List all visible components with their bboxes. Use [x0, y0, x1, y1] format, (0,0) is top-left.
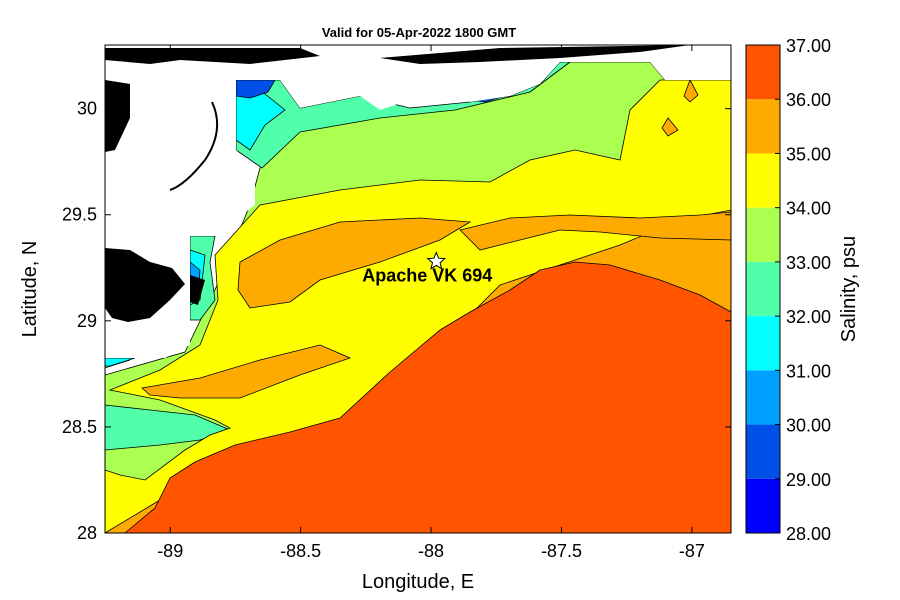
contour-region-35-36-east-1: [683, 79, 699, 103]
colorbar-segment: [746, 261, 780, 317]
annotation-group: Apache VK 694: [362, 251, 492, 285]
contour-region-35-36-east-2: [661, 117, 679, 137]
colorbar-segment: [746, 478, 780, 533]
y-tick-label: 30: [77, 99, 97, 119]
contour-region-35-36-southwest: [141, 344, 352, 399]
y-tick-label: 28.5: [62, 417, 97, 437]
coastline-top-east: [380, 45, 690, 64]
coastline-line: [169, 101, 219, 191]
colorbar-tick-label: 30.00: [786, 416, 831, 436]
x-tick-label: -89: [157, 541, 183, 561]
colorbar-frame: [745, 44, 781, 534]
colorbar-tick-label: 37.00: [786, 36, 831, 56]
y-tick-label: 29.5: [62, 205, 97, 225]
colorbar: 28.00 29.00 30.00 31.00 32.00 33.00 34.00 35.00…: [745, 36, 831, 544]
plot-frame: [104, 44, 732, 534]
chart-title: Valid for 05-Apr-2022 1800 GMT: [322, 25, 516, 40]
coastline-island-2: [190, 275, 205, 305]
x-tick-label: -88.5: [280, 541, 321, 561]
coastline-shape: [105, 248, 185, 322]
contour-region-35-36-channel: [459, 211, 731, 251]
colorbar-segment: [746, 207, 780, 262]
y-tick-label: 28: [77, 523, 97, 543]
colorbar-tick-label: 28.00: [786, 524, 831, 544]
x-tick-label: -88: [418, 541, 444, 561]
colorbar-tick-label: 31.00: [786, 361, 831, 381]
star-marker: [426, 251, 447, 270]
colorbar-label: Salinity, psu: [838, 236, 860, 342]
colorbar-segment: [746, 99, 780, 154]
contour-plot-area: [105, 45, 731, 533]
contour-region-35-36-center: [237, 217, 472, 309]
coastline-top: [105, 48, 320, 64]
y-axis-label: Latitude, N: [19, 241, 41, 338]
colorbar-segment: [746, 45, 780, 100]
coastline-island-1: [105, 80, 130, 152]
colorbar-segment: [746, 424, 780, 479]
colorbar-tick-label: 32.00: [786, 307, 831, 327]
x-axis-label: Longitude, E: [362, 571, 474, 593]
x-tick-label: -87: [679, 541, 705, 561]
colorbar-tick-label: 36.00: [786, 90, 831, 110]
colorbar-segment: [746, 153, 780, 208]
x-tick-label: -87.5: [541, 541, 582, 561]
land-mask-north: [105, 45, 731, 358]
colorbar-segment: [746, 370, 780, 425]
colorbar-tick-label: 33.00: [786, 253, 831, 273]
colorbar-segment: [746, 316, 780, 371]
colorbar-tick-label: 34.00: [786, 199, 831, 219]
y-tick-label: 29: [77, 311, 97, 331]
y-axis: 28 28.5 29 29.5 30: [62, 99, 731, 543]
annotation-label: Apache VK 694: [362, 265, 492, 285]
contour-region-36-37: [124, 261, 731, 533]
x-axis: -89 -88.5 -88 -87.5 -87: [157, 45, 705, 561]
colorbar-tick-label: 29.00: [786, 470, 831, 490]
colorbar-tick-label: 35.00: [786, 144, 831, 164]
